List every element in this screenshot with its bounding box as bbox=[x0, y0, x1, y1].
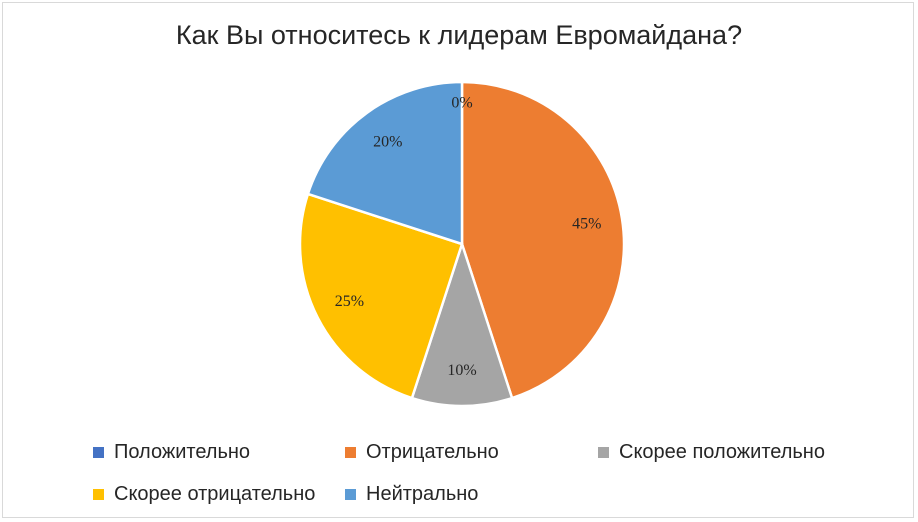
data-label: 45% bbox=[572, 216, 601, 233]
data-label: 20% bbox=[373, 133, 402, 150]
pie-slice bbox=[298, 192, 464, 400]
data-label: 10% bbox=[447, 362, 476, 379]
pie-slice bbox=[410, 239, 514, 408]
data-label: 25% bbox=[335, 293, 364, 310]
data-label: 0% bbox=[451, 95, 472, 112]
chart-title: Как Вы относитесь к лидерам Евромайдана? bbox=[175, 20, 743, 50]
pie-slice bbox=[460, 80, 626, 400]
pie-slice bbox=[306, 80, 464, 246]
